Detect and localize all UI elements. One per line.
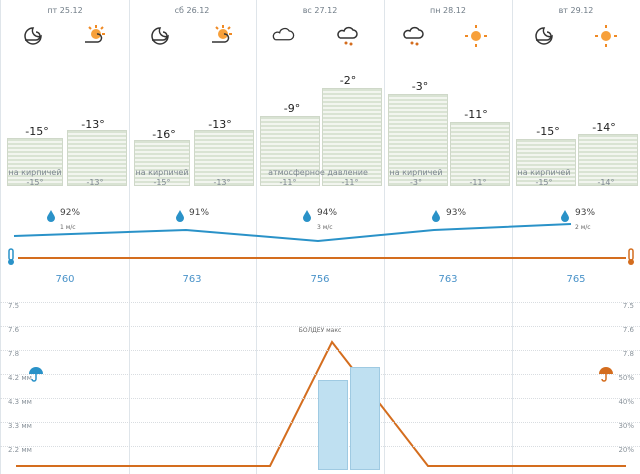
right-axis-label: 50%	[618, 374, 634, 382]
right-axis-label: 7.5	[623, 302, 634, 310]
thermometer-icon	[4, 248, 18, 266]
left-axis-label: 4.3 мм	[8, 398, 32, 406]
rain-bar	[318, 380, 348, 470]
right-axis-label: 7.8	[623, 350, 634, 358]
left-axis-label: 7.8	[8, 350, 19, 358]
umbrella-icon	[28, 366, 44, 382]
right-axis-label: 30%	[618, 422, 634, 430]
left-axis-label: 2.2 мм	[8, 446, 32, 454]
thermometer-icon	[624, 248, 638, 266]
rain-note: БОЛДЕУ макс	[260, 327, 380, 334]
right-axis-label: 20%	[618, 446, 634, 454]
left-axis-label: 3.3 мм	[8, 422, 32, 430]
left-axis-label: 7.5	[8, 302, 19, 310]
right-axis-label: 7.6	[623, 326, 634, 334]
umbrella-icon	[598, 366, 614, 382]
left-axis-label: 7.6	[8, 326, 19, 334]
grid-line	[0, 350, 640, 351]
rain-bar	[350, 367, 380, 470]
grid-line	[0, 302, 640, 303]
right-axis-label: 40%	[618, 398, 634, 406]
grid-line	[0, 374, 640, 375]
